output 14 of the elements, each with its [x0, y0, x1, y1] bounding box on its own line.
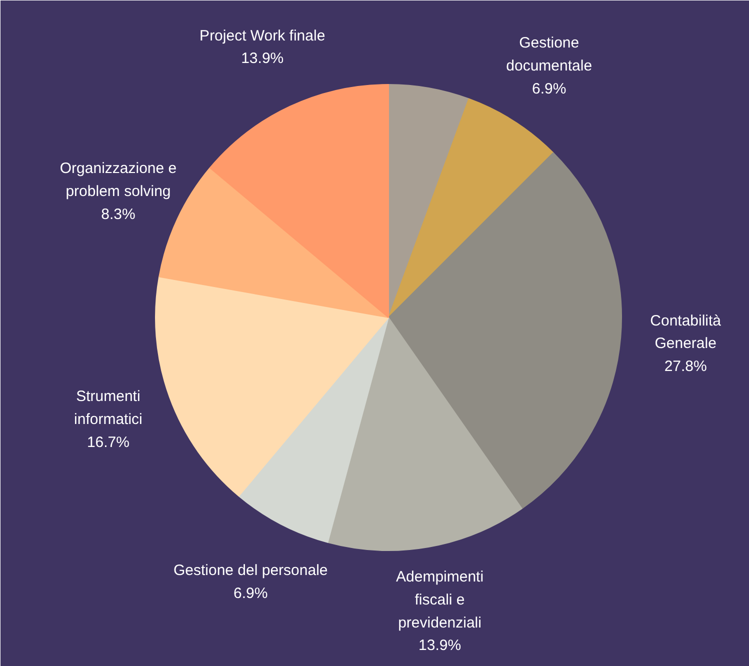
data-label: 8.3% — [101, 206, 136, 223]
slice-label: Adempimenti fiscali e previdenziali — [396, 568, 484, 632]
slice-label: Gestione documentale — [506, 34, 592, 75]
data-label: 16.7% — [86, 434, 130, 451]
slice-label: Project Work finale — [200, 27, 326, 44]
slice-label: Gestione del personale — [173, 562, 328, 579]
slice-label: Strumenti informatici — [74, 388, 142, 428]
slice-label: Contabilità Generale — [650, 312, 722, 352]
data-label: 27.8% — [664, 358, 707, 376]
data-label: 13.9% — [418, 637, 462, 654]
data-label: 13.9% — [241, 50, 284, 68]
data-label: 6.9% — [234, 584, 268, 602]
slice-label: Organizzazione e problem solving — [60, 160, 177, 200]
data-label: 6.9% — [532, 80, 566, 98]
